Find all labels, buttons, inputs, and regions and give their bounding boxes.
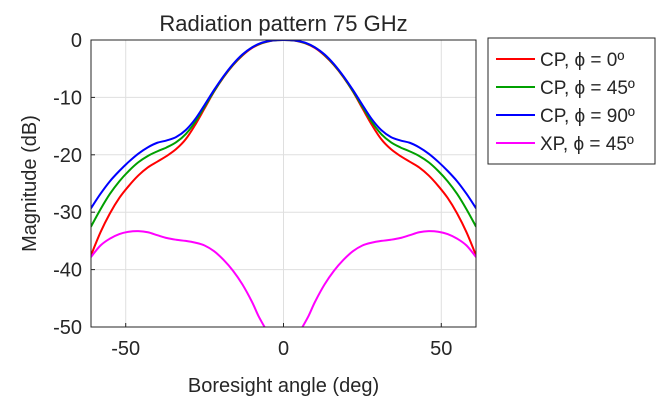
legend-entry: CP, ϕ = 90º <box>540 106 635 127</box>
y-tick-label: -30 <box>53 202 82 224</box>
y-tick-label: -20 <box>53 145 82 167</box>
y-tick-label: 0 <box>71 30 82 52</box>
x-tick-label: -50 <box>111 338 140 360</box>
chart-title: Radiation pattern 75 GHz <box>159 11 407 36</box>
series-line-4 <box>301 230 476 327</box>
y-axis-label: Magnitude (dB) <box>19 115 41 252</box>
y-tick-label: -50 <box>53 317 82 339</box>
y-tick-label: -10 <box>53 87 82 109</box>
series-line-3 <box>91 40 476 210</box>
ticks: -50 0 50 0 -10 -20 -30 -40 -50 <box>53 30 452 360</box>
legend-entry: CP, ϕ = 0º <box>540 50 624 71</box>
series-line-1 <box>91 40 476 257</box>
y-tick-label: -40 <box>53 260 82 282</box>
series-line-2 <box>91 40 476 228</box>
x-axis-label: Boresight angle (deg) <box>188 375 379 397</box>
plot-lines <box>91 40 476 327</box>
legend-entry: XP, ϕ = 45º <box>540 134 634 155</box>
series-line-4 <box>91 230 266 327</box>
legend-entry: CP, ϕ = 45º <box>540 78 635 99</box>
x-tick-label: 0 <box>278 338 289 360</box>
grid <box>91 39 476 328</box>
legend: CP, ϕ = 0º CP, ϕ = 45º CP, ϕ = 90º XP, ϕ = … <box>487 37 656 165</box>
x-tick-label: 50 <box>430 338 452 360</box>
